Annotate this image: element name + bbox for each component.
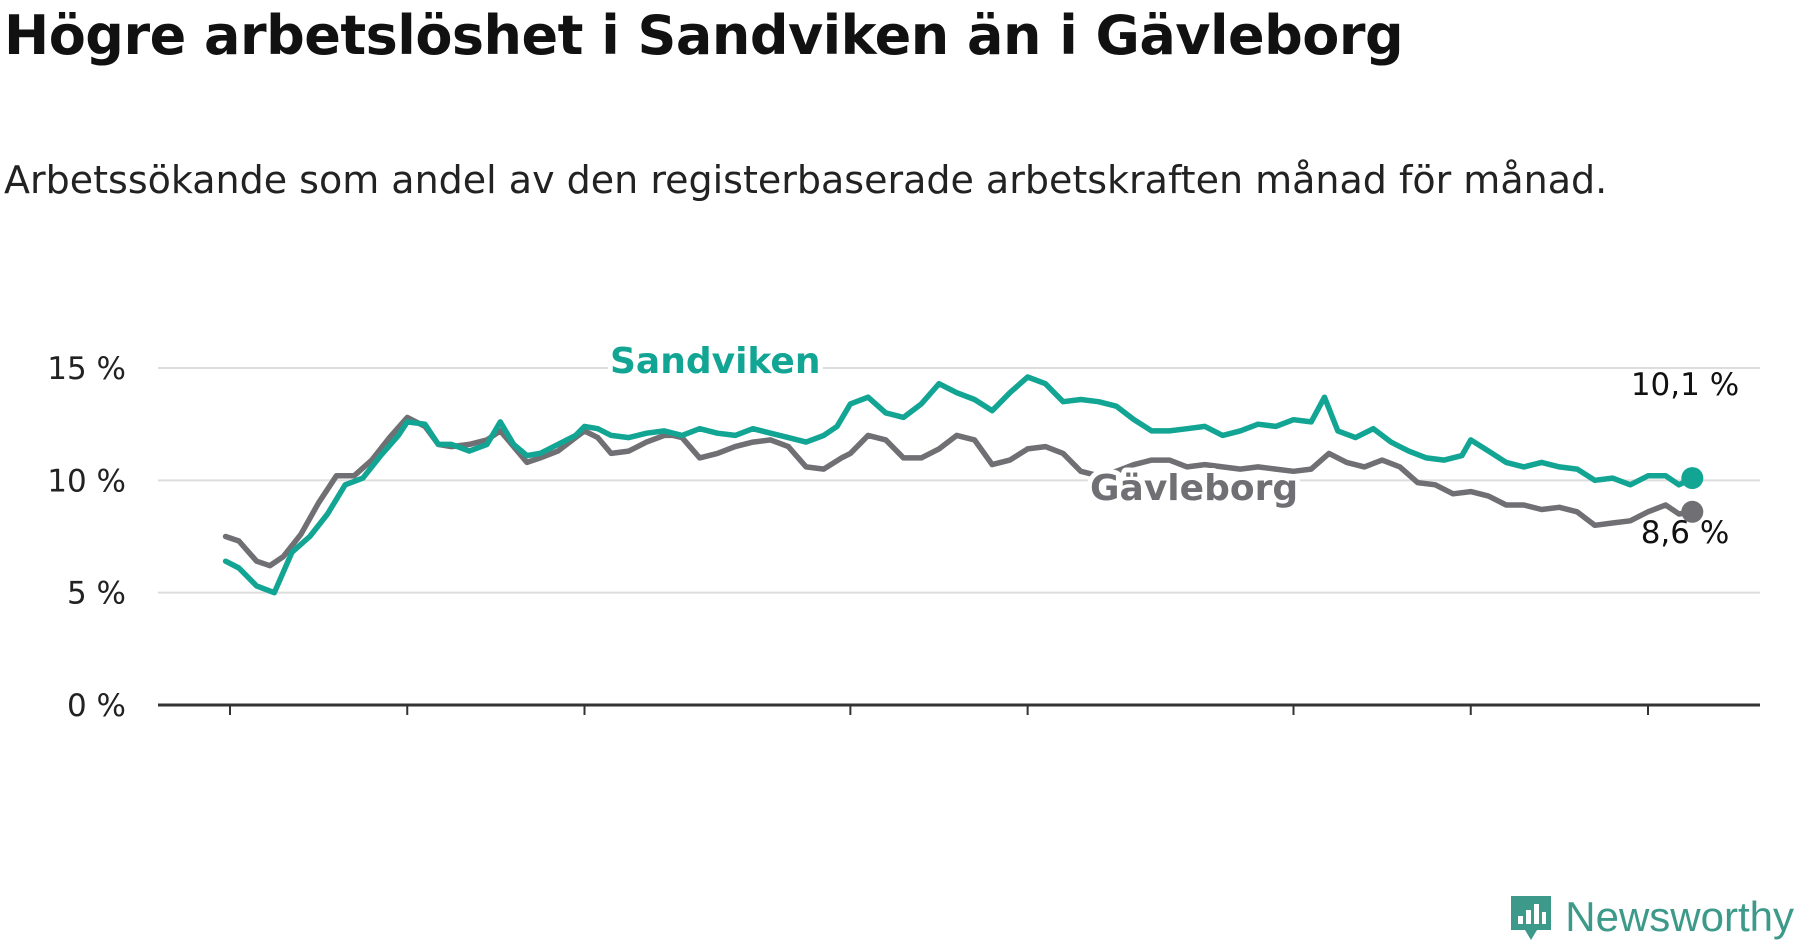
chart-title: Högre arbetslöshet i Sandviken än i Gävl… xyxy=(4,4,1404,67)
series-lines xyxy=(222,374,1704,596)
series-label-gavleborg: Gävleborg xyxy=(1090,468,1298,509)
grid-lines xyxy=(158,367,1760,594)
brand-name: Newsworthy xyxy=(1565,893,1794,940)
chart-subtitle: Arbetssökande som andel av den registerb… xyxy=(4,158,1608,202)
newsworthy-logo-icon xyxy=(1511,896,1552,940)
series-label-sandviken: Sandviken xyxy=(610,341,820,382)
newsworthy-brand: Newsworthy xyxy=(1507,892,1794,942)
end-label-gavleborg: 8,6 % xyxy=(1641,515,1730,551)
end-point-sandviken xyxy=(1681,467,1704,490)
y-axis: 0 % 5 % 10 % 15 % xyxy=(47,351,126,720)
y-tick-label: 10 % xyxy=(47,463,126,499)
end-label-sandviken: 10,1 % xyxy=(1631,367,1739,403)
series-labels: Sandviken Gävleborg 10,1 % 8,6 % xyxy=(605,336,1739,551)
series-line-sandviken xyxy=(222,374,1696,596)
y-tick-label: 15 % xyxy=(47,351,126,387)
y-tick-label: 5 % xyxy=(67,576,126,612)
series-line-gavleborg xyxy=(222,414,1696,569)
line-chart: 0 % 5 % 10 % 15 % 2008201020122015201720202… xyxy=(47,336,1760,720)
x-axis: 20082010201220152017202020222024 xyxy=(158,703,1760,715)
y-tick-label: 0 % xyxy=(67,688,126,720)
end-point-gavleborg xyxy=(1681,500,1704,523)
